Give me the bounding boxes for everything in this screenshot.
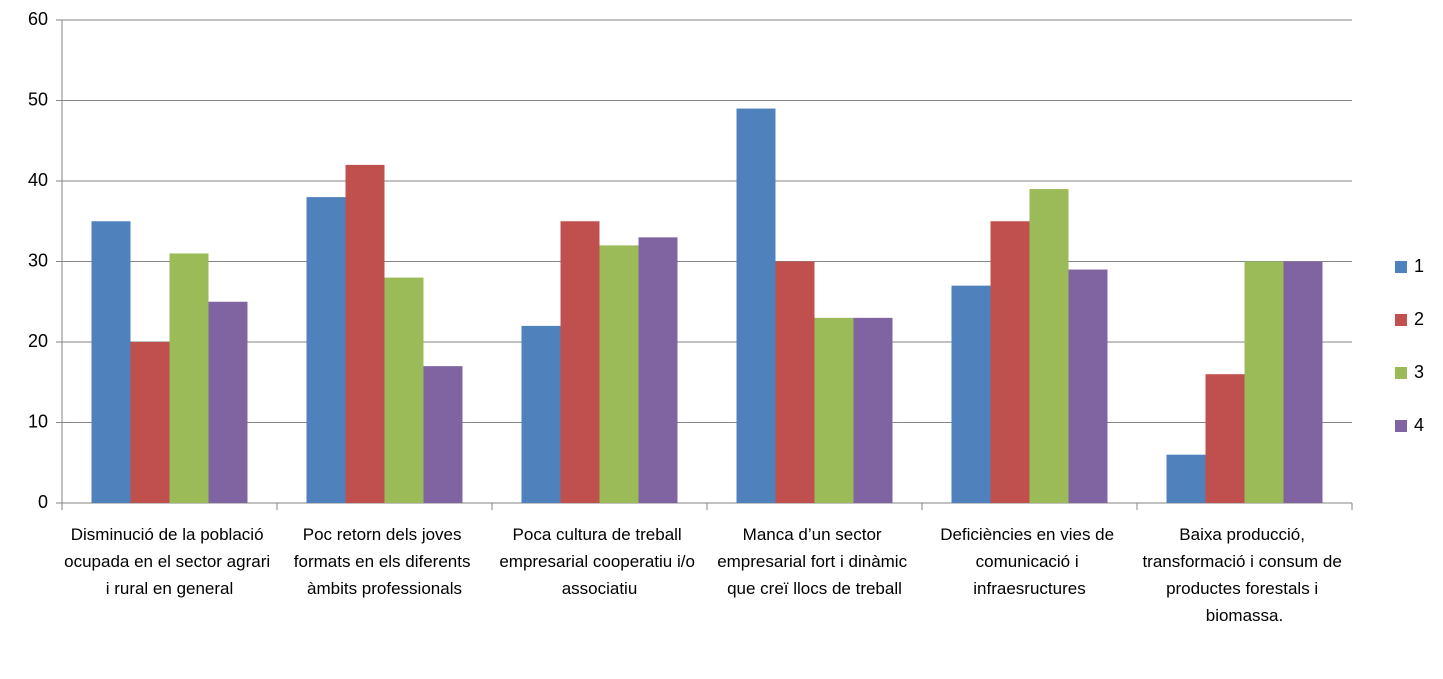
bar: [1205, 374, 1245, 503]
bar: [208, 301, 248, 503]
bar: [814, 317, 854, 503]
x-tick-label: Poc retorn dels joves formats en els dif…: [294, 525, 475, 598]
bar: [560, 221, 600, 503]
x-tick-label: Disminució de la població ocupada en el …: [64, 525, 275, 598]
bar: [1029, 189, 1069, 504]
bar: [736, 108, 776, 504]
bar: [638, 237, 678, 503]
y-tick-label: 0: [38, 492, 48, 512]
legend-label: 3: [1414, 362, 1424, 382]
legend-label: 4: [1414, 415, 1424, 435]
bar: [345, 164, 385, 503]
bar: [1068, 269, 1108, 503]
bar: [384, 277, 424, 503]
legend-swatch: [1395, 314, 1407, 326]
bar: [306, 197, 346, 503]
x-tick-label: Baixa producció, transformació i consum …: [1142, 525, 1346, 625]
x-tick-label: Manca d’un sector empresarial fort i din…: [717, 525, 912, 598]
bar: [130, 342, 170, 503]
bar: [1166, 454, 1206, 503]
y-tick-label: 50: [28, 89, 48, 109]
bar: [1283, 261, 1323, 503]
y-tick-label: 30: [28, 250, 48, 270]
x-tick-label: Poca cultura de treball empresarial coop…: [499, 525, 699, 598]
bar: [853, 317, 893, 503]
legend-swatch: [1395, 420, 1407, 432]
bar: [521, 325, 561, 503]
y-tick-label: 40: [28, 170, 48, 190]
bar: [1244, 261, 1284, 503]
legend-swatch: [1395, 367, 1407, 379]
legend-label: 2: [1414, 309, 1424, 329]
bar: [599, 245, 639, 503]
legend-label: 1: [1414, 256, 1424, 276]
bar: [990, 221, 1030, 503]
x-tick-label: Deficiències en vies de comunicació i in…: [940, 525, 1119, 598]
y-tick-label: 10: [28, 411, 48, 431]
bar: [775, 261, 815, 503]
y-tick-label: 60: [28, 9, 48, 29]
bar: [951, 285, 991, 503]
bar: [91, 221, 131, 503]
legend-swatch: [1395, 261, 1407, 273]
bar: [169, 253, 209, 503]
y-tick-label: 20: [28, 331, 48, 351]
bar: [423, 366, 463, 503]
